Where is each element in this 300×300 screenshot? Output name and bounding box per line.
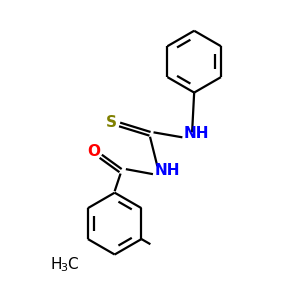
Text: O: O [88, 144, 100, 159]
Text: H: H [50, 257, 61, 272]
Text: NH: NH [154, 163, 180, 178]
Text: C: C [67, 257, 77, 272]
Text: 3: 3 [61, 263, 68, 273]
Text: S: S [106, 115, 117, 130]
Text: NH: NH [184, 126, 209, 141]
